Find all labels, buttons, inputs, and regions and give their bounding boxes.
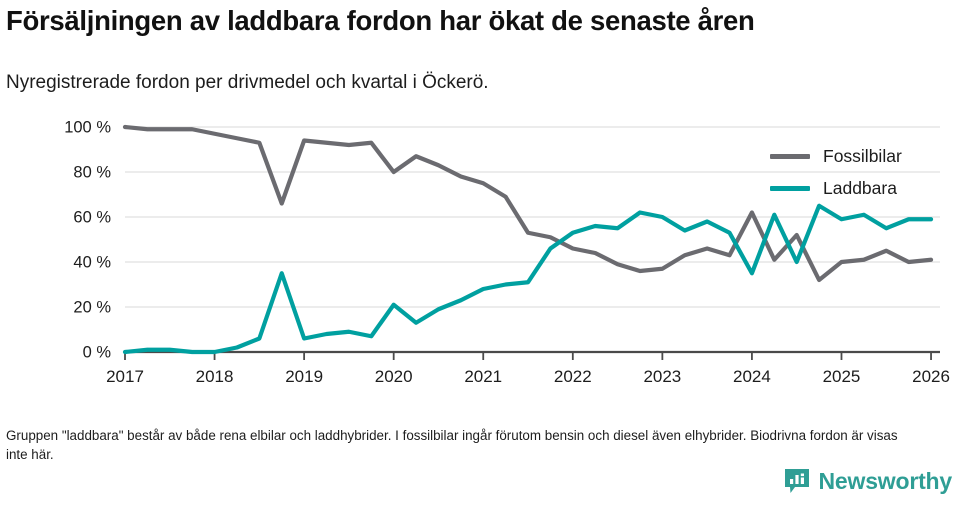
x-axis-tick-label: 2025 [823, 367, 861, 386]
y-axis-tick-label: 100 % [64, 119, 111, 137]
newsworthy-logo[interactable]: Newsworthy [783, 467, 952, 495]
x-axis-tick-label: 2024 [733, 367, 771, 386]
x-axis-tick-label: 2019 [285, 367, 323, 386]
x-axis-tick-label: 2022 [554, 367, 592, 386]
y-axis-tick-label: 40 % [73, 254, 111, 272]
legend-label-fossilbilar: Fossilbilar [823, 145, 902, 166]
chart-legend: Fossilbilar Laddbara [770, 140, 955, 204]
page-title: Försäljningen av laddbara fordon har öka… [6, 5, 755, 36]
y-axis-tick-label: 0 % [83, 344, 112, 362]
legend-swatch-laddbara [770, 185, 810, 191]
y-axis-tick-label: 20 % [73, 299, 111, 317]
series-line-laddbara [122, 203, 934, 355]
chart-svg: 0 % 20 % 40 % 60 % 80 % 100 % 2017 2018 2019 2020… [64, 119, 950, 387]
logo-wordmark: Newsworthy [818, 467, 953, 494]
y-axis-tick-label: 60 % [73, 209, 111, 227]
series-line-fossilbilar [122, 124, 934, 283]
chart-footnote: Gruppen "laddbara" består av både rena e… [6, 428, 898, 463]
bar-chart-speech-bubble-icon [784, 469, 809, 493]
y-axis-tick-label: 80 % [73, 164, 111, 182]
legend-item-laddbara[interactable]: Laddbara [770, 172, 955, 204]
x-axis-tick-label: 2020 [375, 367, 413, 386]
page-subtitle: Nyregistrerade fordon per drivmedel och … [6, 72, 489, 93]
x-axis-tick-label: 2023 [643, 367, 681, 386]
x-axis-tick-label: 2017 [106, 367, 144, 386]
line-chart: 0 % 20 % 40 % 60 % 80 % 100 % 2017 2018 2019 2020… [0, 110, 960, 395]
x-axis-tick-label: 2021 [464, 367, 502, 386]
x-axis-tick-label: 2018 [196, 367, 234, 386]
legend-label-laddbara: Laddbara [823, 177, 897, 198]
legend-swatch-fossilbilar [770, 153, 810, 159]
x-axis-tick-label: 2026 [912, 367, 950, 386]
legend-item-fossilbilar[interactable]: Fossilbilar [770, 140, 955, 172]
